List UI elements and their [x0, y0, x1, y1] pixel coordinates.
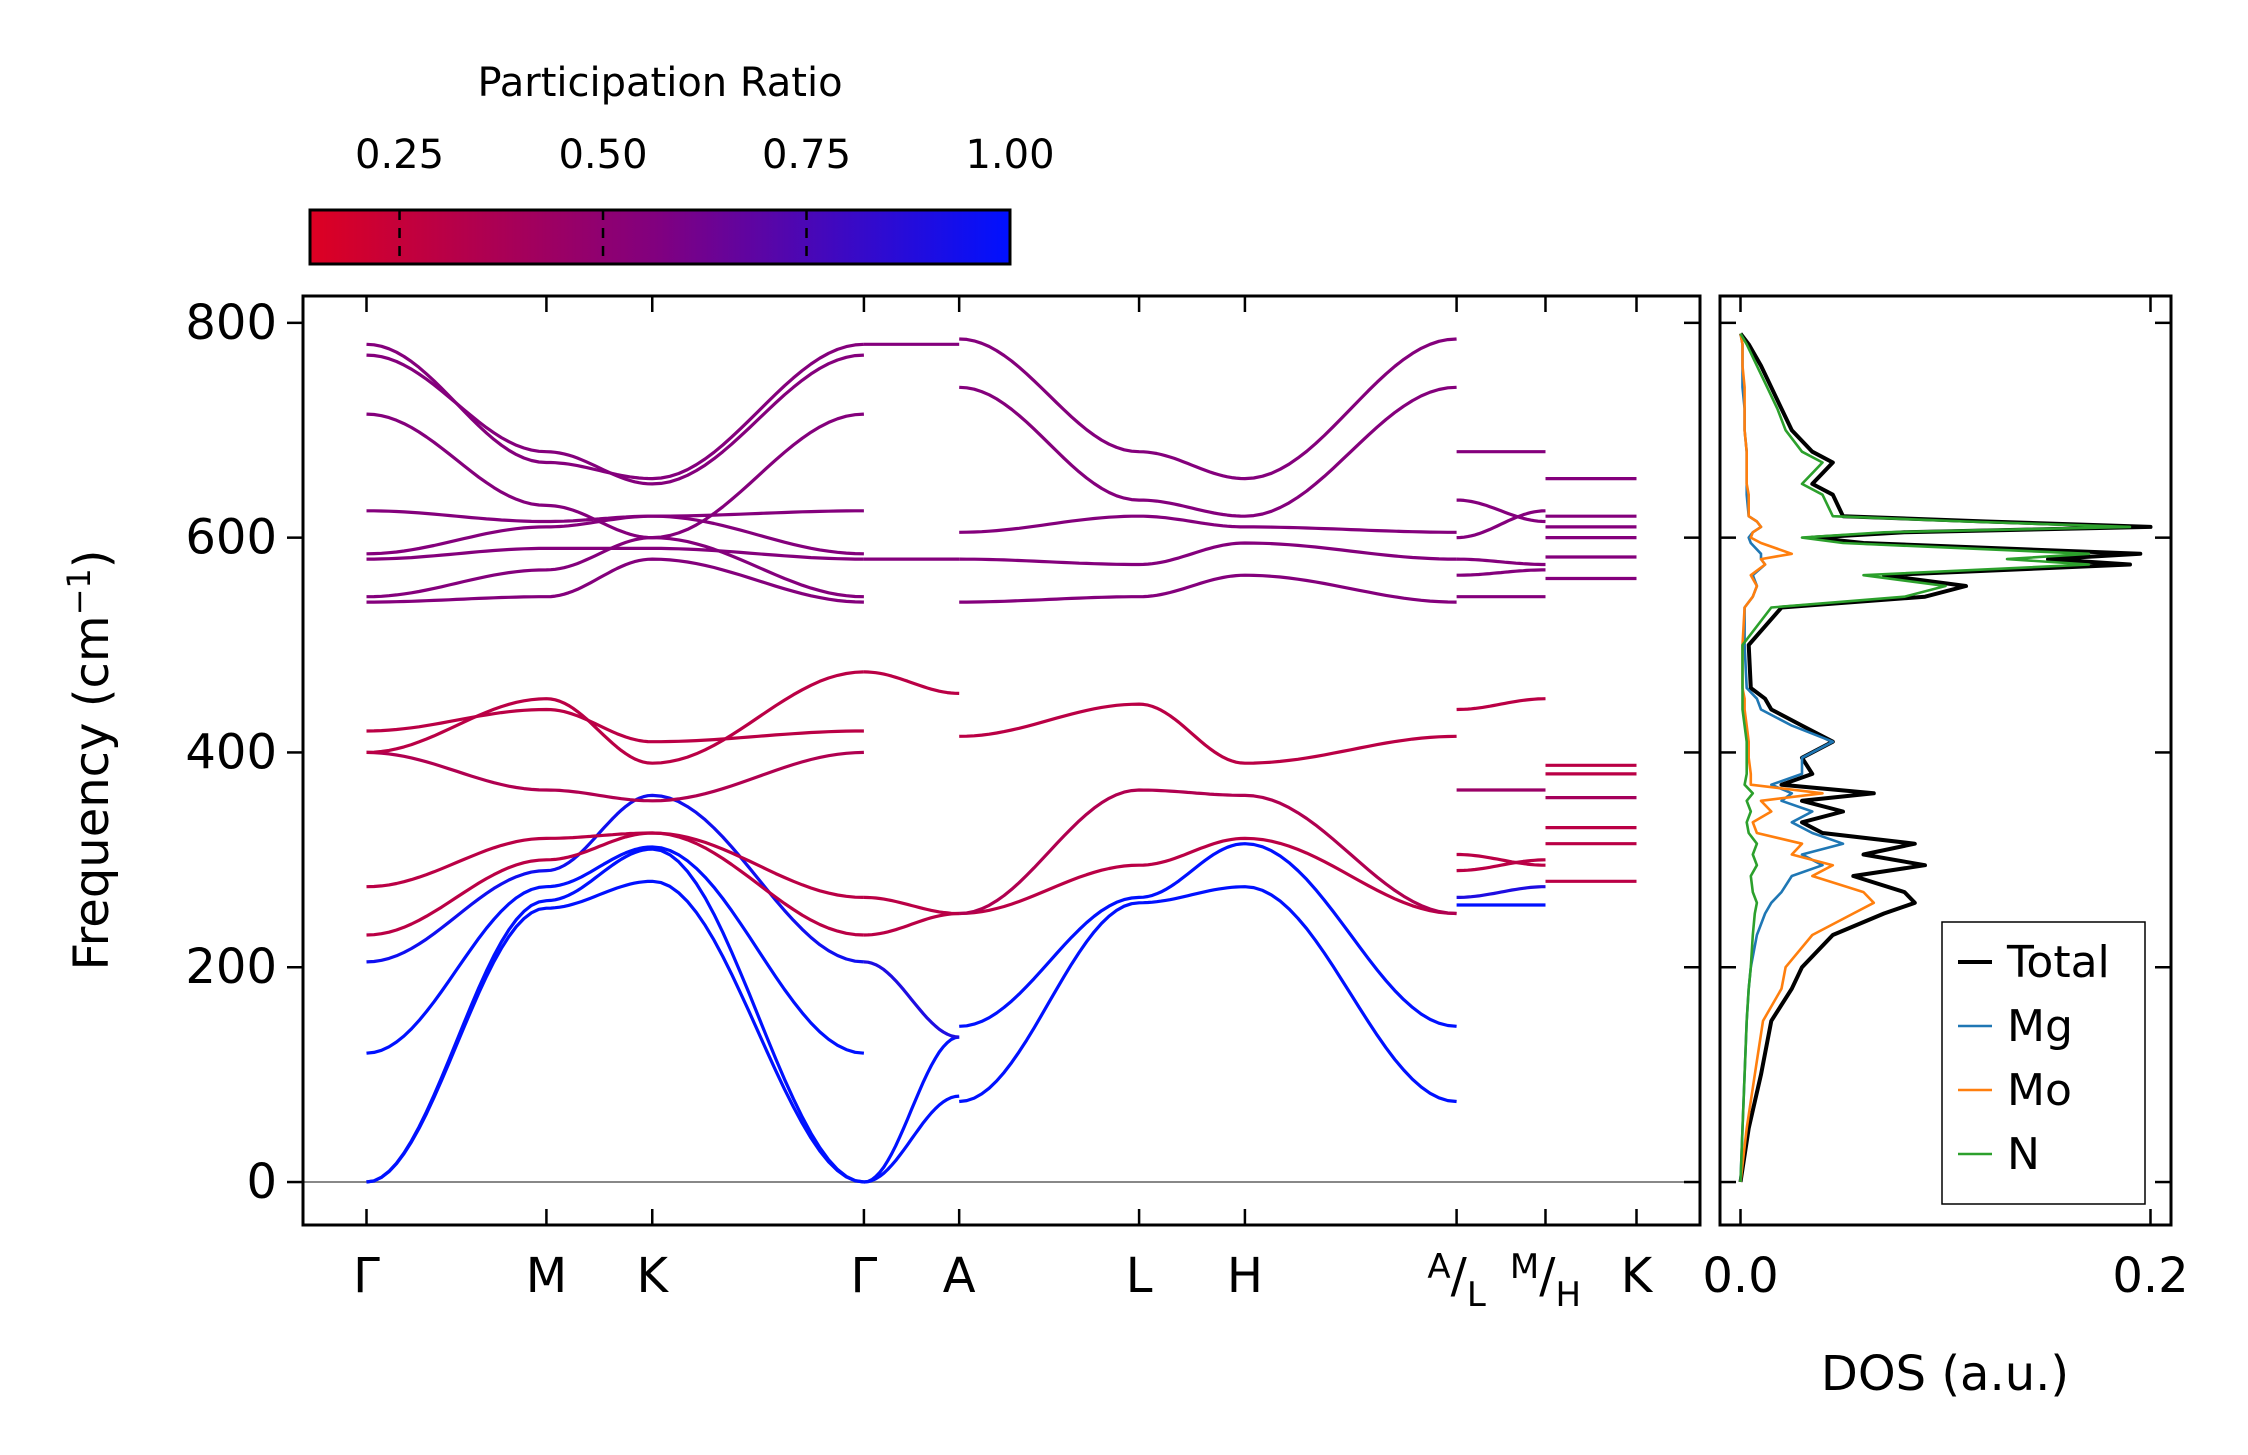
- colorbar-tick-label: 0.50: [558, 132, 647, 178]
- dos-legend: Total Mg Mo N: [1941, 921, 2146, 1205]
- band-ga-optic-3: [863, 895, 960, 916]
- dos-line-mo: [1739, 333, 1876, 1183]
- dos-line-total: [1738, 332, 2153, 1183]
- dos-x-tick-label: 0.2: [2112, 1248, 2188, 1304]
- legend-entries: Total Mg Mo N: [1958, 937, 2110, 1180]
- colorbar-tick-label: 0.75: [762, 132, 851, 178]
- kpoint-label: A/L: [1427, 1247, 1485, 1315]
- kpoint-label: M/H: [1510, 1247, 1581, 1315]
- band-ga-acoustic-2: [863, 1035, 960, 1184]
- band-optic-360: [366, 750, 864, 803]
- dos-lines: [1738, 332, 2153, 1183]
- legend-label-n: N: [2007, 1129, 2040, 1180]
- band-lm-4: [1456, 852, 1546, 867]
- kpoint-label: Γ: [851, 1248, 878, 1304]
- colorbar-title: Participation Ratio: [477, 60, 842, 106]
- y-tick-label: 800: [185, 295, 277, 351]
- band-ahl-optic-360: [959, 788, 1457, 916]
- kpoint-labels: Γ M K Γ A L H A/L M/H K: [353, 1247, 1654, 1315]
- y-tick-label: 400: [185, 724, 277, 780]
- band-ahl-optic-540: [959, 573, 1457, 604]
- band-ahl-optic-785: [959, 337, 1457, 481]
- band-lm-11: [1456, 498, 1546, 524]
- band-y-ticks: 0 200 400 600 800: [185, 295, 1700, 1210]
- dos-x-axis-label: DOS (a.u.): [1821, 1346, 2069, 1402]
- kpoint-label: M: [526, 1248, 567, 1304]
- dos-line-n: [1739, 332, 2132, 1183]
- band-optic-420: [366, 707, 864, 744]
- band-lm-3: [1456, 858, 1546, 873]
- kpoint-label: K: [637, 1248, 670, 1304]
- band-frame: [301, 294, 1702, 1227]
- colorbar-tick-label: 0.25: [355, 132, 444, 178]
- band-optic-545: [366, 536, 864, 599]
- band-optic-580: [366, 546, 864, 561]
- band-panel: 0 200 400 600 800 Γ M K Γ A L H A/L M/H K Frequency (…: [60, 294, 1702, 1315]
- band-lm-8: [1456, 568, 1546, 577]
- kpoint-label: L: [1126, 1248, 1153, 1304]
- y-tick-label: 600: [185, 510, 277, 566]
- band-lm-2: [1456, 885, 1546, 899]
- band-lines: [366, 337, 1637, 1184]
- kpoint-label: Γ: [353, 1248, 380, 1304]
- band-lm-9: [1456, 557, 1546, 567]
- dos-ticks: 0.0 0.2: [1702, 296, 2189, 1304]
- colorbar-gradient: [308, 208, 1012, 266]
- band-ahl-acoustic-1: [959, 885, 1457, 1104]
- band-optic-230: [366, 831, 864, 937]
- dos-panel: 0.0 0.2 DOS (a.u.) Total Mg Mo N: [1702, 294, 2189, 1402]
- legend-label-total: Total: [2006, 937, 2110, 988]
- y-tick-label: 200: [185, 939, 277, 995]
- kpoint-label: H: [1227, 1248, 1263, 1304]
- band-ga-optic-2: [863, 911, 960, 937]
- band-y-axis-label: Frequency (cm−1): [60, 549, 120, 970]
- band-ga-optic-1: [863, 960, 960, 1039]
- band-optic-625: [366, 509, 864, 524]
- band-optic-715: [366, 412, 865, 540]
- band-optic-770: [366, 353, 864, 486]
- kpoint-label: K: [1621, 1248, 1654, 1304]
- band-optic-blue: [366, 793, 865, 964]
- colorbar: Participation Ratio 0.25 0.50 0.75 1.00: [308, 60, 1055, 266]
- colorbar-ticks: 0.25 0.50 0.75 1.00: [355, 132, 1055, 264]
- legend-label-mg: Mg: [2007, 1001, 2073, 1052]
- colorbar-tick-label: 1.00: [965, 132, 1054, 178]
- band-lm-6: [1456, 697, 1546, 712]
- dos-x-tick-label: 0.0: [1702, 1248, 1778, 1304]
- band-ahl-optic-250: [959, 836, 1457, 916]
- band-ahl-optic-580: [959, 541, 1457, 567]
- band-ahl-optic-605: [959, 514, 1457, 534]
- band-ahl-acoustic-2: [959, 842, 1457, 1028]
- y-tick-label: 0: [246, 1154, 277, 1210]
- band-ga-acoustic-1: [863, 1094, 960, 1184]
- band-acoustic-2: [366, 847, 865, 1184]
- legend-label-mo: Mo: [2007, 1065, 2072, 1116]
- band-ahl-optic-740: [959, 385, 1457, 518]
- band-lm-10: [1456, 509, 1546, 540]
- band-optic-780: [366, 342, 865, 481]
- band-ga-optic-4: [863, 670, 960, 695]
- band-optic-275: [366, 831, 864, 899]
- band-acoustic-3: [366, 845, 865, 1055]
- kpoint-label: A: [943, 1248, 976, 1304]
- band-optic-450: [366, 670, 864, 765]
- kpoint-tick-marks: [365, 296, 1638, 1225]
- band-optic-540: [366, 557, 864, 604]
- band-ahl-optic-415: [959, 702, 1457, 765]
- legend-frame: [1941, 921, 2146, 1205]
- dos-frame: [1718, 294, 2173, 1227]
